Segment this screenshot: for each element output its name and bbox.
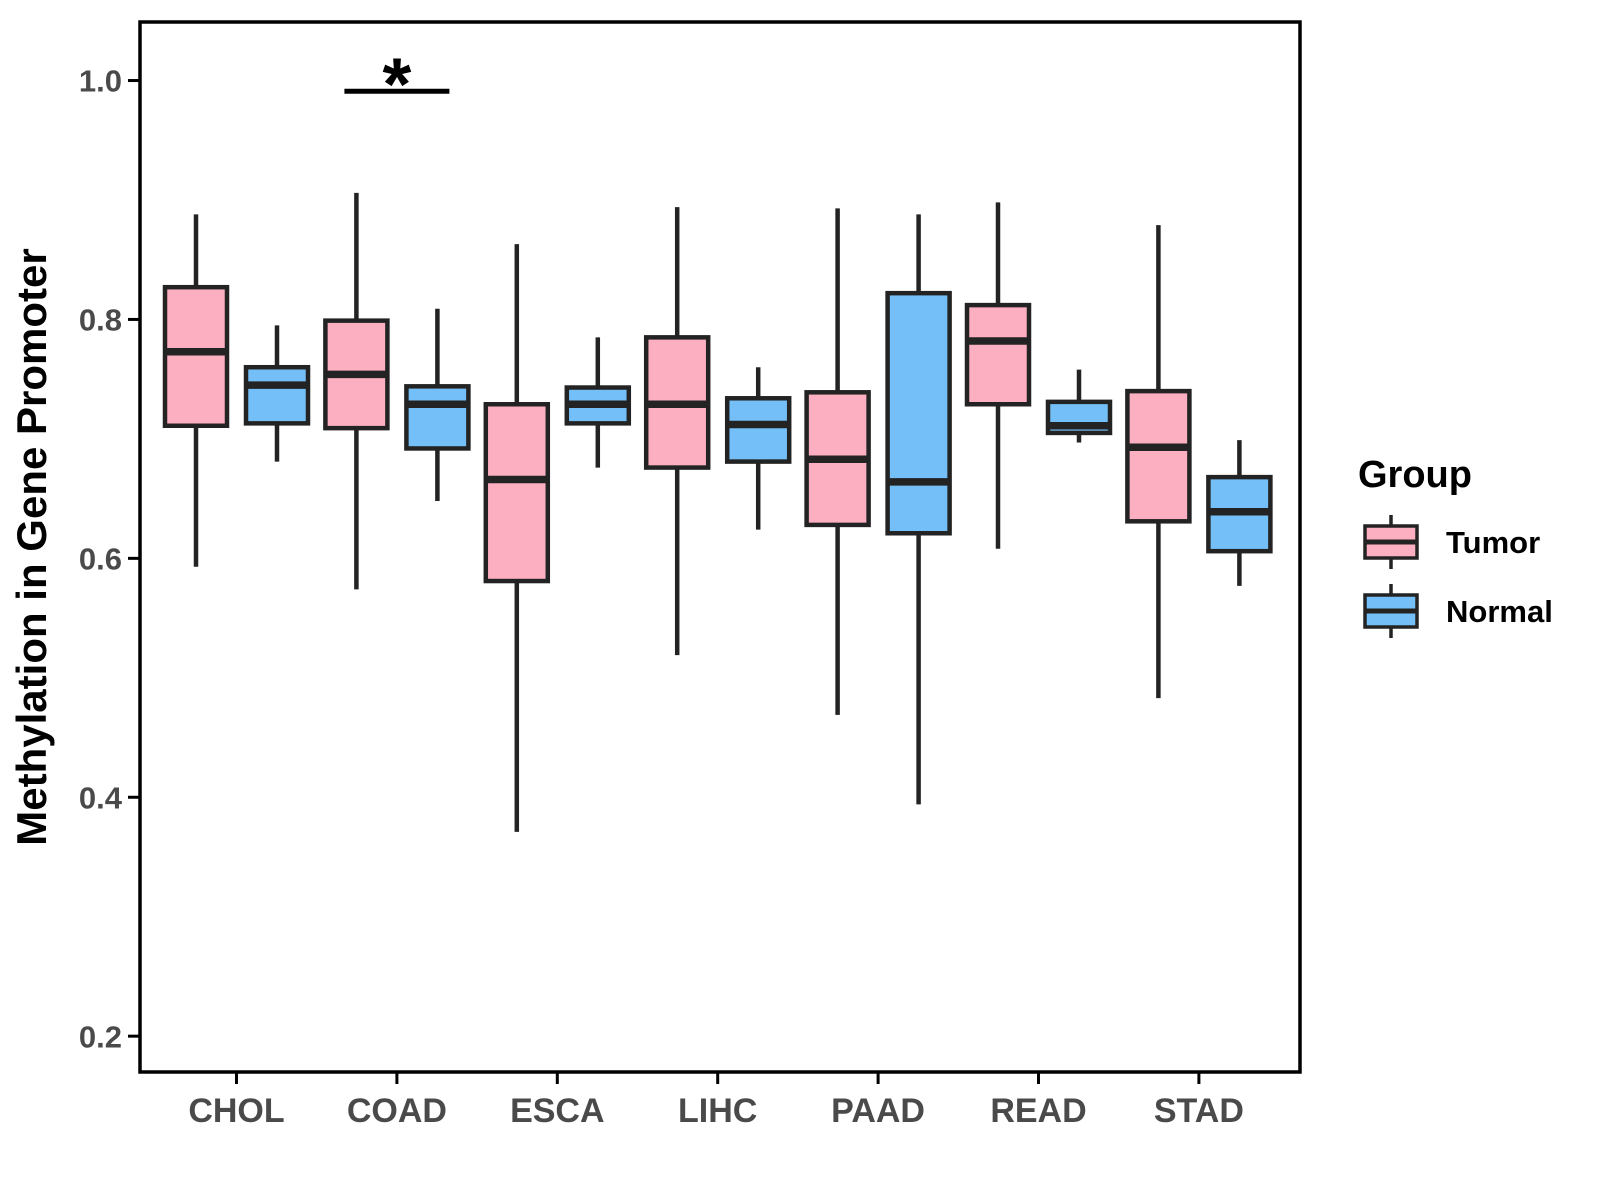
box-stad-normal [1206, 440, 1273, 586]
x-axis-label-stad: STAD [1154, 1092, 1244, 1130]
box-rect [885, 290, 952, 536]
legend: Group Tumor Normal [1358, 454, 1553, 638]
panel-border [138, 20, 1302, 1074]
box-coad-tumor [323, 192, 390, 590]
y-tick-label: 1.0 [79, 64, 122, 99]
y-tick-label: 0.2 [79, 1019, 122, 1054]
x-axis-label-coad: COAD [347, 1092, 447, 1130]
legend-item-normal: Normal [1363, 584, 1553, 638]
x-axis-label-esca: ESCA [510, 1092, 604, 1130]
box-rect [162, 284, 230, 429]
box-rect [1125, 388, 1192, 524]
box-chol-normal [243, 325, 311, 462]
box-chol-tumor [162, 214, 230, 567]
box-read-normal [1045, 369, 1113, 443]
box-lihc-tumor [643, 207, 711, 656]
box-rect [964, 302, 1032, 407]
significance-star: * [382, 42, 411, 125]
plot-panel [140, 22, 1300, 1072]
x-axis-label-lihc: LIHC [678, 1092, 757, 1130]
box-coad-normal [404, 308, 471, 502]
x-axis-label-chol: CHOL [188, 1092, 284, 1130]
legend-item-tumor: Tumor [1363, 515, 1540, 569]
box-rect [243, 364, 311, 426]
y-tick-label: 0.8 [79, 303, 122, 338]
x-axis-label-read: READ [990, 1092, 1086, 1130]
y-tick-label: 0.4 [79, 780, 123, 815]
box-rect [724, 396, 792, 464]
legend-item-label: Tumor [1446, 525, 1540, 560]
box-rect [404, 384, 471, 451]
x-axis: CHOL COAD ESCA LIHC PAAD READ STAD [188, 1072, 1244, 1130]
significance-bracket-coad: * [344, 42, 450, 125]
boxplot-key-icon [1363, 584, 1419, 638]
x-axis-label-paad: PAAD [831, 1092, 925, 1130]
box-lihc-normal [724, 367, 792, 530]
box-paad-normal [885, 214, 952, 805]
box-read-tumor [964, 202, 1032, 549]
box-esca-tumor [483, 244, 551, 832]
legend-title: Group [1358, 454, 1472, 496]
y-axis: 0.2 0.4 0.6 0.8 1.0 [79, 64, 140, 1054]
box-rect [483, 402, 551, 584]
y-tick-label: 0.6 [79, 542, 122, 577]
box-stad-tumor [1125, 225, 1192, 699]
box-esca-normal [564, 337, 632, 468]
boxplot-key-icon [1363, 515, 1419, 569]
box-paad-tumor [804, 208, 871, 715]
legend-item-label: Normal [1446, 594, 1553, 629]
y-axis-title: Methylation in Gene Promoter [8, 248, 55, 845]
